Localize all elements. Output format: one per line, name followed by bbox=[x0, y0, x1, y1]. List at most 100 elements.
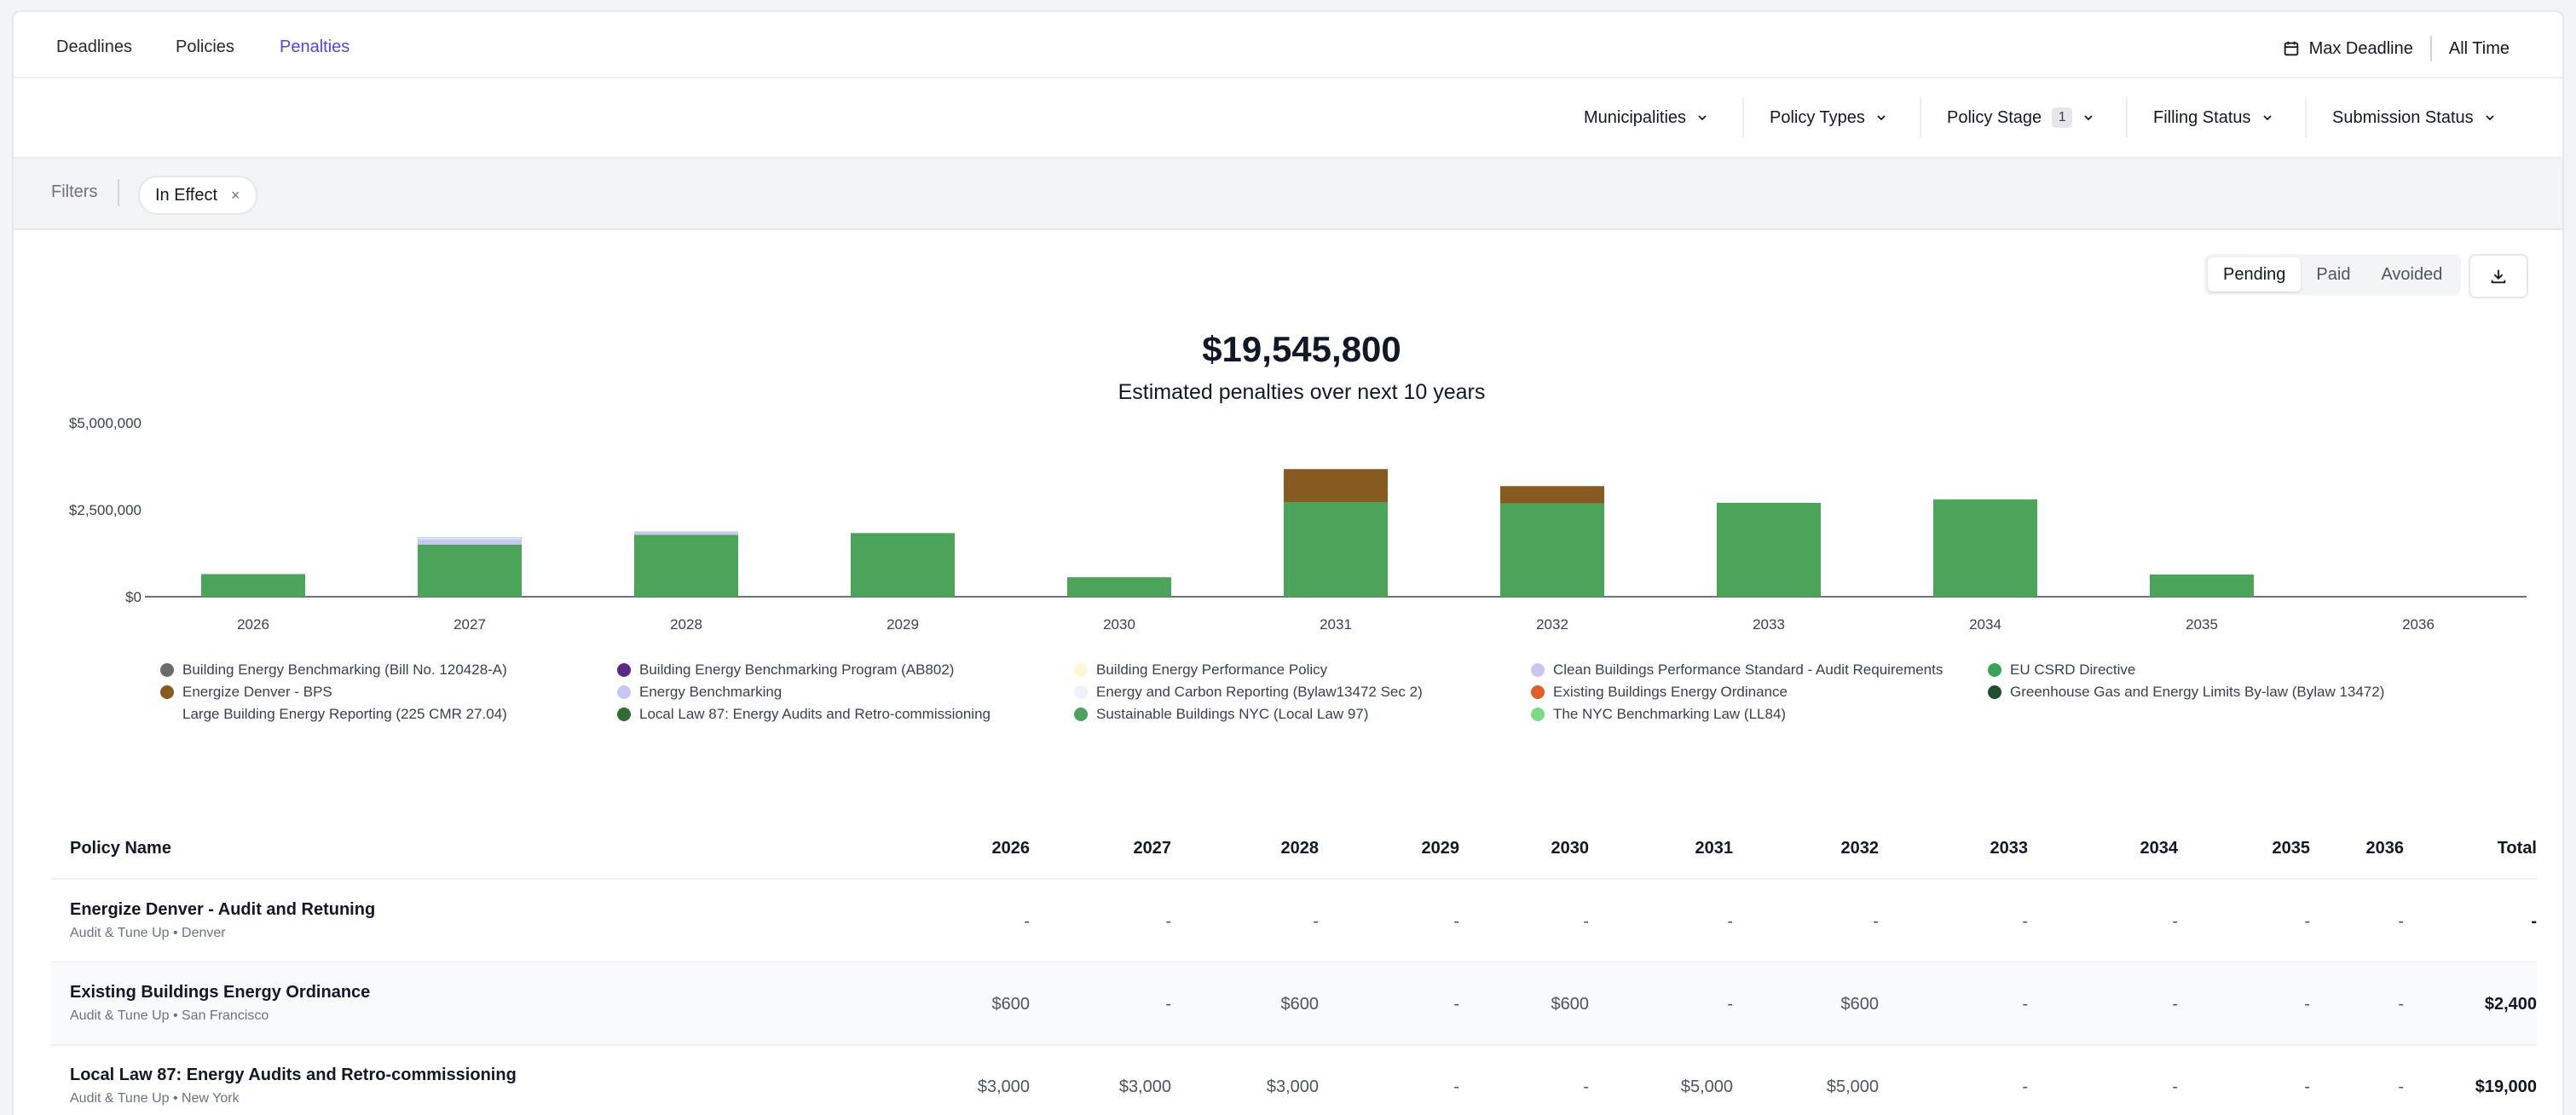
column-header: 2026 bbox=[991, 839, 1031, 858]
filter-chip-in-effect: In Effect × bbox=[138, 176, 257, 215]
legend-item[interactable]: Building Energy Benchmarking Program (AB… bbox=[617, 661, 954, 679]
column-header: 2035 bbox=[2272, 839, 2311, 858]
policy-types-dropdown[interactable]: Policy Types bbox=[1770, 78, 1887, 157]
legend-label: Local Law 87: Energy Audits and Retro-co… bbox=[639, 706, 991, 722]
x-tick-label: 2026 bbox=[237, 616, 269, 633]
legend-item[interactable]: Existing Buildings Energy Ordinance bbox=[1531, 684, 1788, 701]
legend-swatch bbox=[617, 708, 631, 721]
penalties-card: Deadlines Policies Penalties Max Deadlin… bbox=[12, 10, 2564, 1115]
bar-segment[interactable] bbox=[851, 533, 955, 597]
table-header: Policy Name 2026 2027 2028 2029 2030 203… bbox=[51, 818, 2537, 880]
column-header: 2029 bbox=[1421, 839, 1460, 858]
bar-segment[interactable] bbox=[417, 537, 523, 540]
table-cell: - bbox=[1727, 995, 1733, 1014]
table-cell: - bbox=[1873, 912, 1879, 931]
table-cell: - bbox=[2398, 912, 2404, 931]
x-tick-label: 2029 bbox=[887, 616, 919, 633]
table-cell: - bbox=[1583, 912, 1589, 931]
table-cell: - bbox=[2398, 1077, 2404, 1096]
x-tick-label: 2031 bbox=[1320, 616, 1352, 633]
bar-segment[interactable] bbox=[634, 534, 738, 597]
bar-segment[interactable] bbox=[634, 531, 738, 535]
all-time-button[interactable]: All Time bbox=[2448, 38, 2510, 58]
filling-status-dropdown[interactable]: Filling Status bbox=[2153, 78, 2273, 157]
max-deadline-button[interactable]: Max Deadline bbox=[2308, 38, 2413, 58]
divider bbox=[2429, 36, 2432, 61]
bar-segment[interactable] bbox=[418, 540, 522, 545]
total-cell: - bbox=[2531, 912, 2537, 931]
avoided-toggle[interactable]: Avoided bbox=[2381, 265, 2443, 284]
table-cell: - bbox=[1453, 995, 1459, 1014]
tab-deadlines[interactable]: Deadlines bbox=[56, 38, 132, 56]
legend-label: The NYC Benchmarking Law (LL84) bbox=[1553, 706, 1787, 722]
column-header: 2031 bbox=[1695, 839, 1734, 858]
table-cell: $3,000 bbox=[1118, 1077, 1171, 1096]
legend-swatch bbox=[1531, 685, 1545, 699]
legend-item[interactable]: Energy and Carbon Reporting (Bylaw13472 … bbox=[1074, 684, 1423, 701]
column-header-policy-name: Policy Name bbox=[70, 839, 171, 858]
bar-segment[interactable] bbox=[2150, 574, 2254, 597]
paid-toggle[interactable]: Paid bbox=[2316, 265, 2351, 284]
penalties-bar-chart: $0 $2,500,000 $5,000,000 2026 2027 2028 2029 20… bbox=[69, 415, 2527, 633]
x-tick-label: 2027 bbox=[453, 616, 486, 633]
legend-label: Large Building Energy Reporting (225 CMR… bbox=[182, 706, 507, 722]
legend-item[interactable]: Clean Buildings Performance Standard - A… bbox=[1531, 661, 1943, 679]
policy-subtitle: Audit & Tune Up • Denver bbox=[70, 926, 226, 940]
bar-segment[interactable] bbox=[1500, 486, 1604, 504]
bar-segment[interactable] bbox=[1933, 499, 2037, 597]
legend-item[interactable]: Building Energy Performance Policy bbox=[1074, 661, 1327, 679]
table-cell: - bbox=[1727, 912, 1733, 931]
legend-label: Building Energy Benchmarking Program (AB… bbox=[639, 661, 955, 678]
table-cell: $600 bbox=[1551, 995, 1590, 1014]
legend-item[interactable]: EU CSRD Directive bbox=[1988, 661, 2135, 679]
download-button[interactable] bbox=[2469, 254, 2528, 298]
tab-penalties[interactable]: Penalties bbox=[280, 38, 350, 56]
table-row[interactable]: Energize Denver - Audit and Retuning Audi… bbox=[51, 880, 2537, 963]
legend-item[interactable]: Energy Benchmarking bbox=[617, 684, 782, 701]
legend-item[interactable]: Greenhouse Gas and Energy Limits By-law … bbox=[1988, 684, 2384, 701]
table-cell: - bbox=[2022, 912, 2028, 931]
submission-status-dropdown[interactable]: Submission Status bbox=[2332, 78, 2496, 157]
policy-stage-dropdown[interactable]: Policy Stage 1 bbox=[1947, 78, 2094, 157]
table-row[interactable]: Existing Buildings Energy Ordinance Audit… bbox=[51, 962, 2537, 1046]
bar-segment[interactable] bbox=[201, 574, 305, 597]
legend-swatch bbox=[160, 685, 174, 699]
bar-segment[interactable] bbox=[1067, 577, 1171, 597]
chevron-down-icon bbox=[2084, 115, 2093, 121]
table-cell: - bbox=[1453, 1077, 1459, 1096]
column-header: 2036 bbox=[2365, 839, 2405, 858]
legend-item[interactable]: Large Building Energy Reporting (225 CMR… bbox=[160, 706, 507, 723]
legend-swatch bbox=[1074, 663, 1088, 677]
bar-segment[interactable] bbox=[1284, 469, 1388, 503]
legend-label: Sustainable Buildings NYC (Local Law 97) bbox=[1096, 706, 1369, 722]
tab-policies[interactable]: Policies bbox=[176, 38, 234, 56]
table-cell: $5,000 bbox=[1680, 1077, 1733, 1096]
pending-toggle[interactable]: Pending bbox=[2208, 257, 2302, 292]
table-cell: - bbox=[1453, 912, 1459, 931]
table-cell: $5,000 bbox=[1826, 1077, 1879, 1096]
policy-name: Existing Buildings Energy Ordinance bbox=[70, 983, 371, 1002]
legend-item[interactable]: Sustainable Buildings NYC (Local Law 97) bbox=[1074, 706, 1368, 723]
legend-item[interactable]: The NYC Benchmarking Law (LL84) bbox=[1531, 706, 1786, 723]
bar-segment[interactable] bbox=[1284, 502, 1388, 597]
legend-swatch bbox=[617, 663, 631, 677]
legend-item[interactable]: Energize Denver - BPS bbox=[160, 684, 332, 701]
table-cell: $600 bbox=[991, 995, 1031, 1014]
legend-item[interactable]: Building Energy Benchmarking (Bill No. 1… bbox=[160, 661, 507, 679]
date-range-controls: Max Deadline All Time bbox=[2282, 36, 2510, 61]
bar-segment[interactable] bbox=[418, 544, 522, 597]
bar-segment[interactable] bbox=[1500, 503, 1604, 597]
table-cell: - bbox=[1583, 1077, 1589, 1096]
table-cell: - bbox=[2398, 995, 2404, 1014]
legend-swatch bbox=[1988, 663, 2001, 677]
active-filters-bar: Filters In Effect × bbox=[14, 159, 2562, 230]
municipalities-dropdown[interactable]: Municipalities bbox=[1584, 78, 1708, 157]
y-tick-label: $2,500,000 bbox=[69, 502, 142, 518]
table-row[interactable]: Local Law 87: Energy Audits and Retro-co… bbox=[51, 1045, 2537, 1115]
policy-name: Energize Denver - Audit and Retuning bbox=[70, 900, 376, 919]
legend-item[interactable]: Local Law 87: Energy Audits and Retro-co… bbox=[617, 706, 991, 723]
remove-filter-icon[interactable]: × bbox=[231, 186, 240, 204]
x-tick-label: 2035 bbox=[2186, 616, 2218, 633]
bar-segment[interactable] bbox=[1717, 502, 1821, 597]
table-cell: - bbox=[2304, 912, 2310, 931]
